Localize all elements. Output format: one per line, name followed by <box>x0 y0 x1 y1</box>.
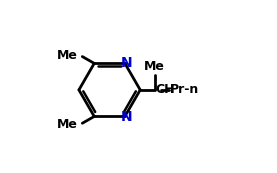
Text: Pr-n: Pr-n <box>170 83 199 96</box>
Text: Me: Me <box>57 118 78 131</box>
Text: N: N <box>121 56 133 70</box>
Text: Me: Me <box>144 60 165 73</box>
Text: CH: CH <box>155 83 175 96</box>
Text: Me: Me <box>57 49 78 62</box>
Text: N: N <box>121 110 133 124</box>
